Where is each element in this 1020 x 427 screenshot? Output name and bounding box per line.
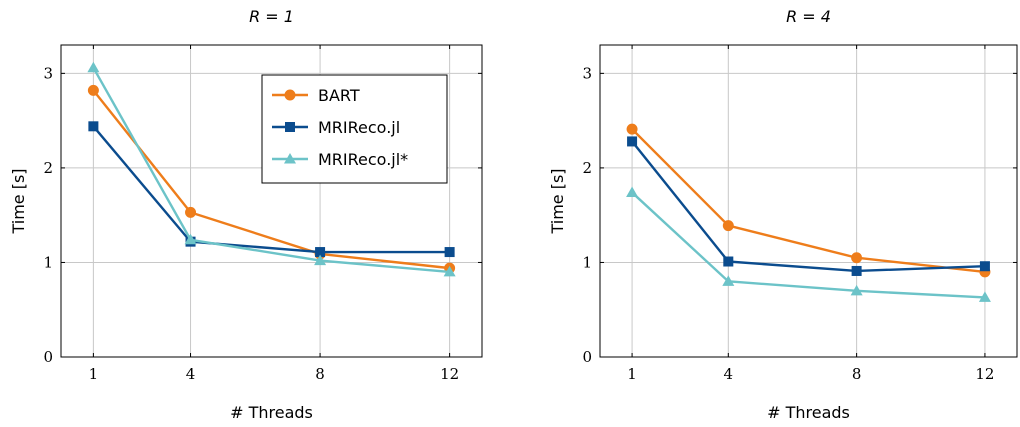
legend-label: MRIReco.jl (318, 118, 400, 137)
x-tick-label: 1 (89, 365, 99, 383)
data-point (851, 265, 862, 276)
chart-title: R = 1 (249, 7, 294, 26)
data-point (979, 261, 990, 272)
legend: BART MRIReco.jl MRIReco.jl* (261, 74, 448, 184)
series-mrireco-jl- (626, 186, 991, 302)
series-mrireco-jl- (87, 61, 456, 277)
data-point (88, 121, 99, 132)
data-point (722, 220, 734, 232)
y-tick-label: 3 (43, 64, 53, 82)
data-point (850, 284, 863, 296)
data-point (184, 233, 197, 245)
data-point (444, 247, 455, 258)
series-line (631, 140, 985, 273)
series-line (631, 191, 985, 299)
legend-marker (285, 122, 295, 132)
x-axis-label: # Threads (767, 403, 850, 422)
x-tick-label: 12 (975, 365, 994, 383)
y-axis-label: Time [s] (548, 168, 567, 234)
legend-entry: MRIReco.jl (272, 118, 400, 137)
series-mrireco-jl (627, 136, 990, 276)
y-tick-label: 2 (43, 159, 53, 177)
x-tick-label: 4 (724, 365, 734, 383)
plot-frame (60, 44, 483, 358)
legend-label: BART (318, 86, 360, 105)
data-point (978, 291, 991, 302)
data-point (315, 247, 326, 258)
y-tick-label: 0 (582, 348, 592, 366)
chart-title: R = 4 (786, 7, 831, 26)
data-point (443, 265, 456, 277)
x-tick-label: 8 (852, 365, 862, 383)
x-tick-label: 12 (440, 365, 459, 383)
series-line (92, 125, 450, 254)
series-line (631, 128, 986, 274)
legend-label: MRIReco.jl* (318, 150, 408, 169)
x-tick-label: 8 (315, 365, 325, 383)
legend-marker (284, 153, 296, 164)
y-tick-label: 1 (582, 253, 592, 271)
data-point (314, 254, 327, 266)
y-tick-label: 1 (43, 253, 53, 271)
data-point (722, 275, 735, 286)
legend-entry: BART (272, 86, 360, 105)
data-point (87, 61, 100, 73)
legend-marker (284, 89, 296, 101)
series-line (92, 67, 450, 274)
x-tick-label: 1 (627, 365, 637, 383)
y-axis-label: Time [s] (9, 168, 28, 234)
y-tick-label: 0 (43, 348, 53, 366)
x-tick-label: 4 (186, 365, 196, 383)
data-point (627, 136, 638, 147)
x-axis-label: # Threads (230, 403, 313, 422)
data-point (851, 252, 863, 264)
y-tick-label: 2 (582, 159, 592, 177)
data-point (626, 123, 638, 135)
legend-entry: MRIReco.jl* (272, 150, 408, 169)
y-tick-label: 3 (582, 64, 592, 82)
data-point (185, 206, 197, 218)
plot-frame (599, 44, 1018, 358)
series-bart (626, 123, 991, 278)
data-point (626, 186, 639, 197)
data-point (87, 84, 99, 96)
data-point (723, 256, 734, 267)
